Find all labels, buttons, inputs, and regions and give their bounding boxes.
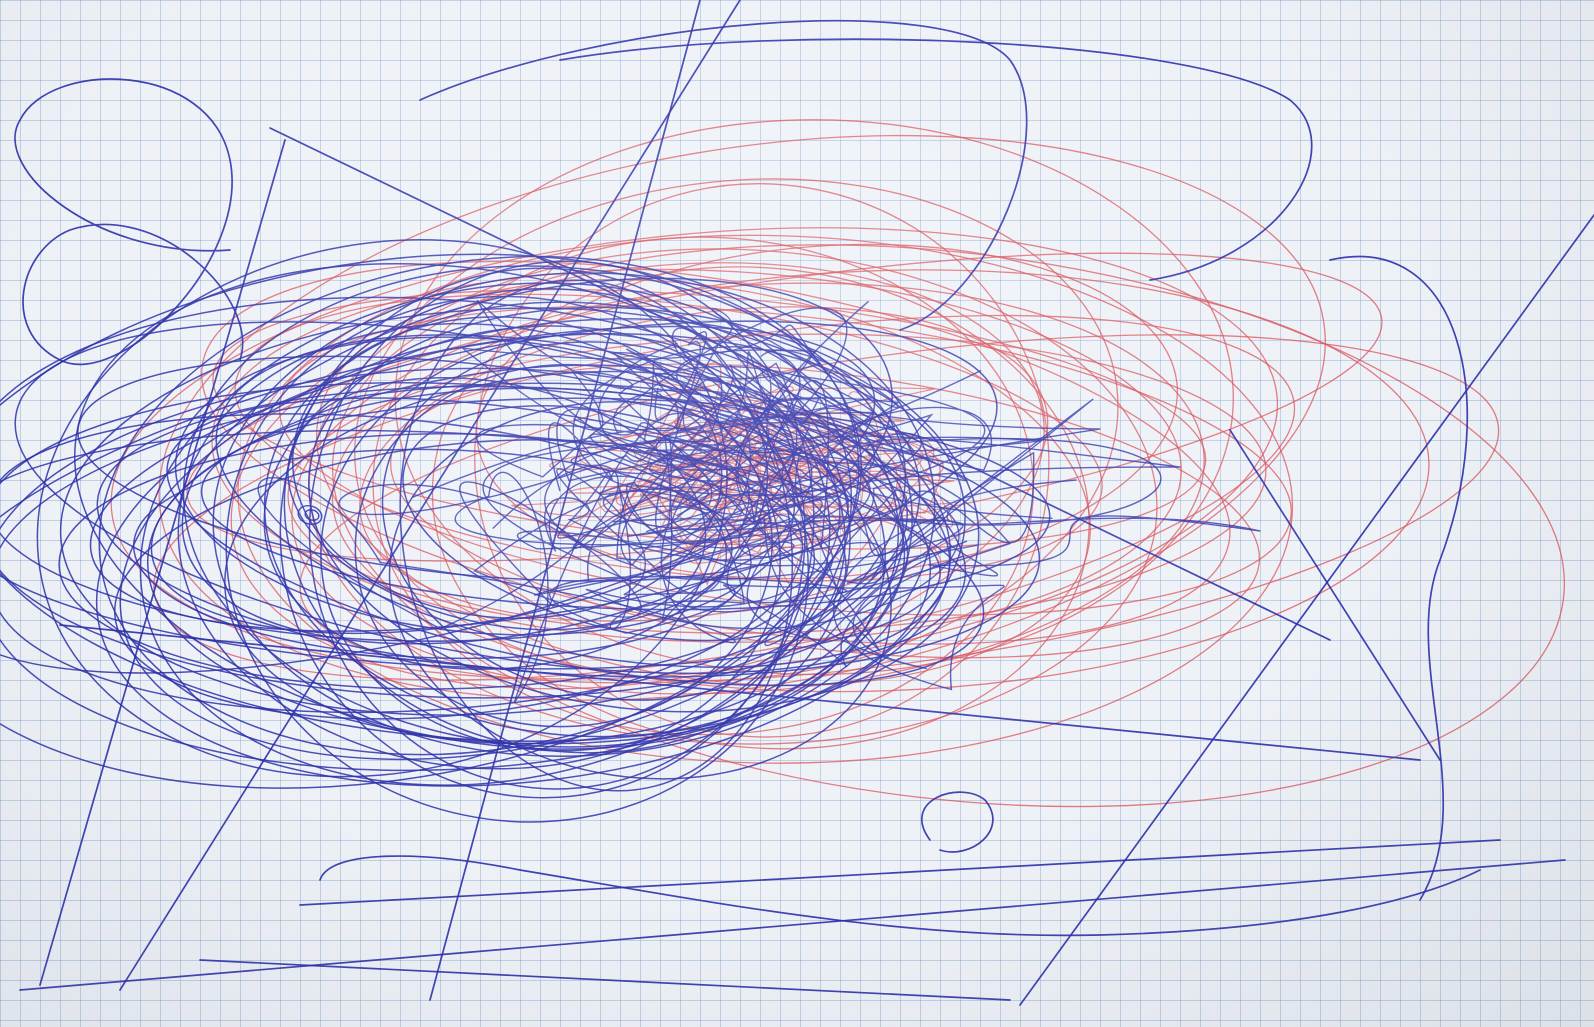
blue-ink-loop [0, 413, 733, 642]
blue-ink-outer-loop [1329, 255, 1469, 901]
blue-ink-scribble [618, 308, 915, 486]
blue-ink-scribble [257, 434, 736, 644]
blue-ink-loop [146, 387, 932, 745]
blue-ink-loop [36, 239, 728, 778]
blue-ink-scribble [459, 468, 747, 618]
blue-ink-scribble [544, 449, 871, 630]
blue-ink-loop [287, 376, 707, 631]
red-ink-loop [287, 333, 1267, 634]
blue-ink-scribble [858, 437, 1261, 577]
blue-ink-long-lines [19, 0, 1594, 1006]
red-ink-loop [291, 282, 1205, 695]
red-ink-loop [212, 288, 1207, 550]
blue-ink-loop [119, 318, 906, 761]
blue-ink-loop [399, 279, 793, 792]
blue-ink-loop [175, 336, 795, 636]
blue-ink-line [119, 0, 741, 991]
blue-ink-scribble [460, 299, 821, 471]
red-ink-loop [431, 266, 1090, 750]
blue-ink-loop [14, 321, 967, 675]
red-ink-scribble [639, 403, 959, 587]
blue-ink-scribble [597, 330, 901, 538]
blue-ink-line [1229, 429, 1441, 761]
red-ink-loop [372, 236, 1035, 736]
blue-ink-small-loop [297, 504, 323, 526]
blue-ink-line [269, 127, 1331, 641]
blue-ink-strokes [0, 239, 1261, 823]
blue-ink-loop [215, 334, 951, 668]
blue-ink-line [59, 624, 1421, 761]
red-ink-loop [158, 134, 1326, 701]
blue-ink-line [429, 0, 701, 1001]
blue-ink-scribble [625, 411, 980, 643]
blue-ink-scribble [547, 346, 1101, 539]
blue-ink-loop [381, 341, 846, 701]
blue-ink-scribble [411, 307, 934, 550]
blue-ink-loop [200, 397, 1051, 611]
red-ink-loop [315, 279, 1091, 686]
blue-ink-loop [402, 405, 847, 642]
blue-ink-loop [0, 429, 941, 670]
blue-ink-outer-loop [319, 855, 1481, 937]
blue-ink-scribble [602, 351, 968, 561]
red-ink-loop [354, 178, 1119, 682]
blue-ink-loop [212, 272, 936, 757]
blue-ink-outer-loops [14, 19, 1481, 937]
blue-ink-scribble [589, 379, 884, 580]
blue-ink-loop [0, 253, 862, 789]
blue-ink-outer-loop [14, 78, 244, 366]
blue-ink-line [39, 139, 286, 986]
blue-ink-loop [0, 382, 908, 713]
blue-ink-outer-loop [559, 38, 1313, 281]
red-ink-loop [390, 363, 1260, 659]
blue-ink-line [1019, 214, 1594, 1006]
blue-ink-scribble [795, 375, 1053, 530]
blue-ink-scribble [598, 370, 982, 585]
blue-ink-small-loop [304, 509, 320, 521]
blue-ink-line [19, 859, 1566, 991]
blue-ink-loop [95, 333, 966, 787]
blue-ink-loop [89, 320, 998, 632]
blue-ink-loop [166, 397, 985, 687]
blue-ink-outer-loop [921, 791, 994, 853]
blue-ink-loop [307, 306, 980, 713]
blue-ink-loop [98, 255, 860, 756]
blue-ink-line [199, 959, 1011, 1001]
blue-ink-scribble [533, 439, 848, 634]
blue-ink-outer-loop [419, 19, 1028, 331]
blue-ink-scribble [633, 362, 1012, 604]
blue-ink-loop [114, 439, 803, 720]
red-ink-loop [331, 269, 1430, 693]
blue-ink-loop [279, 267, 806, 799]
blue-ink-loop [181, 277, 893, 645]
blue-ink-scribble [585, 364, 1094, 646]
blue-ink-line [299, 839, 1501, 906]
